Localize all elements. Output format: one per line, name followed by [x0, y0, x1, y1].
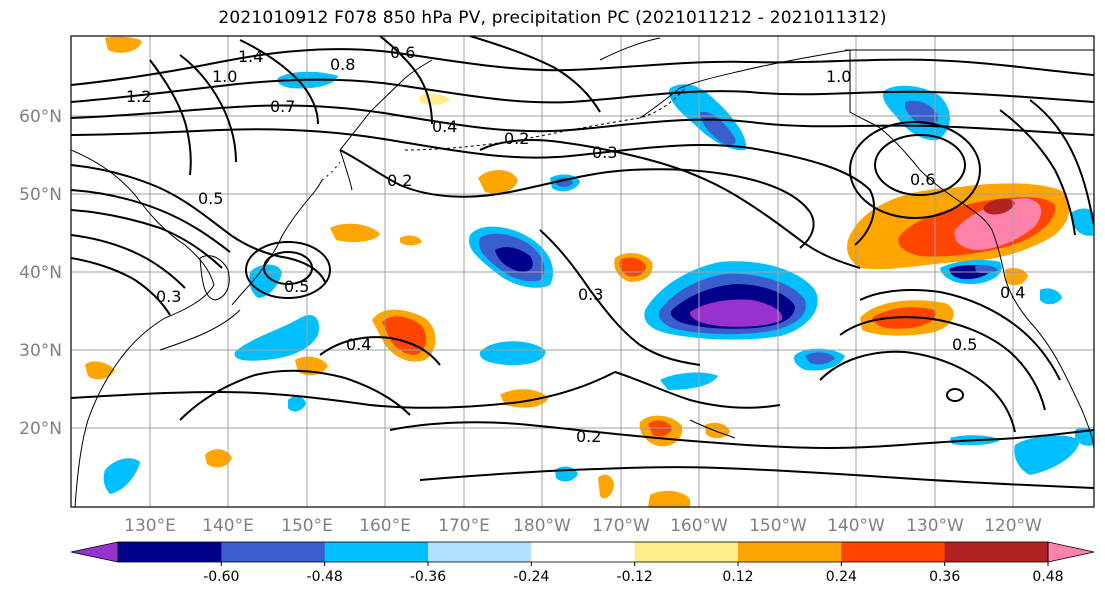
lon-label: 140°E — [202, 516, 254, 536]
contour-label: 1.4 — [238, 47, 263, 66]
colorbar-segment — [118, 542, 222, 562]
precip-negative-area — [904, 100, 938, 127]
colorbar-tick-label: 0.12 — [722, 569, 753, 585]
colorbar-extension-low — [70, 541, 119, 563]
precip-positive-area — [105, 36, 142, 53]
contour-label: 0.3 — [156, 287, 181, 306]
lat-label: 60°N — [19, 107, 62, 127]
colorbar-extension-high — [1047, 541, 1095, 563]
precip-negative-area — [479, 341, 546, 366]
colorbar-tick-label: 0.36 — [929, 569, 960, 585]
precip-negative-area — [1040, 288, 1062, 305]
contour-label: 0.4 — [432, 117, 457, 136]
precip-negative-area — [805, 352, 835, 365]
coastlines — [71, 37, 1094, 507]
lon-label: 130°W — [906, 516, 964, 536]
precip-positive-area — [648, 490, 690, 507]
colorbar-frame — [117, 541, 1049, 563]
contour-labels: 1.4 1.0 0.8 0.7 0.6 0.5 0.4 0.3 0.2 1.2 … — [126, 43, 1025, 446]
colorbar-segment — [738, 542, 842, 562]
lon-label: 180°W — [513, 516, 571, 536]
lon-label: 160°W — [670, 516, 728, 536]
contour-label: 0.3 — [578, 285, 603, 304]
contour-label: 0.6 — [390, 43, 415, 62]
precip-negative-area — [1014, 435, 1080, 475]
longitude-axis: 130°E 140°E 150°E 160°E 170°E 180°W 170°… — [124, 516, 1042, 536]
colorbar-tick-label: -0.36 — [410, 569, 446, 585]
precip-positive-area — [205, 449, 232, 468]
precip-positive-area — [85, 361, 115, 380]
precip-negative-area — [495, 247, 533, 272]
contour-label: 0.5 — [198, 189, 223, 208]
contour-label: 1.0 — [826, 67, 851, 86]
colorbar-segment — [221, 542, 326, 562]
lat-label: 20°N — [19, 419, 62, 439]
lon-label: 130°E — [124, 516, 176, 536]
lon-label: 170°E — [438, 516, 490, 536]
contour-label: 0.2 — [504, 129, 529, 148]
contour-label: 0.5 — [284, 277, 309, 296]
figure-title: 2021010912 F078 850 hPa PV, precipitatio… — [218, 8, 887, 28]
colorbar-segment — [324, 542, 429, 562]
contour-label: 0.4 — [1000, 283, 1025, 302]
graticule — [71, 36, 1094, 507]
colorbar-tick-label: -0.48 — [307, 569, 343, 585]
lon-label: 160°E — [359, 516, 411, 536]
colorbar-tick-label: -0.24 — [513, 569, 549, 585]
contour-label: 0.2 — [576, 427, 601, 446]
precip-negative-area — [288, 396, 306, 412]
colorbar-tick-label: 0.24 — [826, 569, 857, 585]
contour-label: 0.8 — [330, 55, 355, 74]
colorbar-tick-label: -0.12 — [617, 569, 653, 585]
precip-negative-area — [234, 315, 320, 361]
precip-positive-area — [400, 235, 422, 246]
lat-label: 50°N — [19, 185, 62, 205]
precip-positive-area — [983, 198, 1015, 215]
colorbar-tick-label: 0.48 — [1032, 569, 1063, 585]
precip-negative-area — [660, 372, 718, 390]
pv-contours — [71, 36, 1094, 489]
contour-label: 0.2 — [387, 171, 412, 190]
lon-label: 170°W — [592, 516, 650, 536]
lon-label: 150°E — [281, 516, 333, 536]
map-content: 1.4 1.0 0.8 0.7 0.6 0.5 0.4 0.3 0.2 1.2 … — [71, 36, 1094, 507]
contour-label: 0.3 — [592, 143, 617, 162]
lat-label: 40°N — [19, 263, 62, 283]
colorbar-segment — [634, 542, 739, 562]
contour-label: 1.2 — [126, 87, 151, 106]
lon-label: 120°W — [984, 516, 1042, 536]
contour-label: 0.6 — [910, 170, 935, 189]
precip-positive-area — [954, 198, 1042, 250]
lon-label: 150°W — [749, 516, 807, 536]
contour-label: 0.4 — [346, 335, 371, 354]
lon-label: 140°W — [827, 516, 885, 536]
colorbar-tick-label: -0.60 — [203, 569, 239, 585]
precip-negative-area — [690, 299, 783, 327]
map-frame — [70, 35, 1095, 508]
contour-label: 1.0 — [212, 67, 237, 86]
precip-positive-area — [330, 223, 380, 242]
colorbar: -0.60 -0.48 -0.36 -0.24 -0.12 0.12 0.24 0.36 0.4… — [70, 541, 1095, 585]
precip-negative-area — [103, 458, 140, 494]
contour-label: 0.5 — [952, 335, 977, 354]
precip-positive-area — [598, 474, 614, 499]
precip-positive-area — [478, 169, 518, 194]
colorbar-segment — [428, 542, 532, 562]
colorbar-segment — [531, 542, 636, 562]
precip-negative-area — [1072, 208, 1094, 236]
latitude-axis: 60°N 50°N 40°N 30°N 20°N — [19, 107, 62, 439]
contour-label: 0.7 — [270, 97, 295, 116]
precip-negative-area — [975, 265, 998, 274]
colorbar-segment — [841, 542, 946, 562]
colorbar-segment — [944, 542, 1049, 562]
lat-label: 30°N — [19, 341, 62, 361]
